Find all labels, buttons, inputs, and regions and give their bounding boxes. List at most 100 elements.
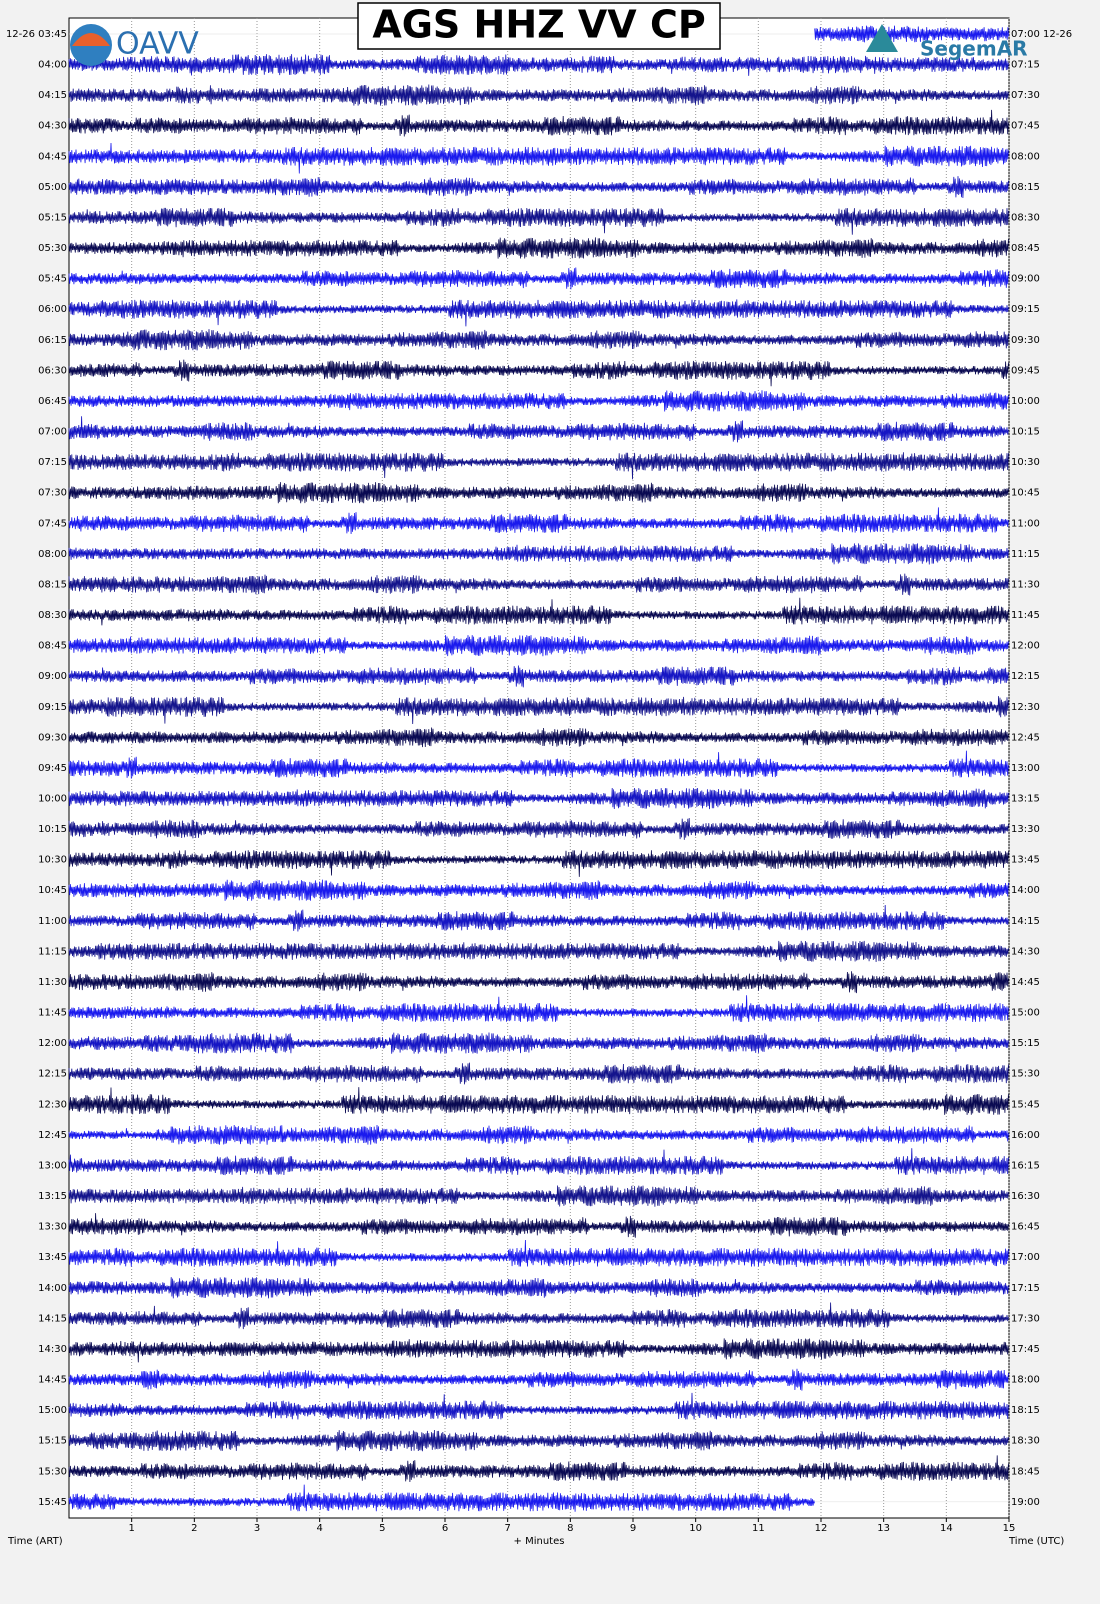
trace — [814, 25, 1009, 43]
row-label-left: 13:45 — [38, 1252, 67, 1263]
row-label-left: 05:30 — [38, 243, 67, 254]
row-label-right: 18:30 — [1011, 1436, 1040, 1447]
title-box — [357, 2, 721, 50]
trace — [68, 1429, 1009, 1452]
x-tick-label: 1 — [128, 1523, 134, 1534]
trace — [68, 1062, 1009, 1085]
x-tick-label: 9 — [630, 1523, 636, 1534]
trace — [68, 482, 1009, 504]
trace — [68, 573, 1009, 596]
trace — [68, 971, 1009, 994]
row-label-left: 12-26 03:45 — [6, 29, 67, 40]
logo-segemar: SegemAR — [866, 24, 1028, 61]
row-label-right: 07:45 — [1011, 121, 1040, 132]
trace — [68, 329, 1009, 351]
row-label-left: 07:30 — [38, 488, 67, 499]
row-label-right: 10:45 — [1011, 488, 1040, 499]
trace — [68, 267, 1009, 290]
trace — [68, 879, 1009, 901]
row-label-left: 05:45 — [38, 274, 67, 285]
row-label-left: 10:00 — [38, 794, 67, 805]
trace — [68, 750, 1009, 779]
row-label-right: 18:00 — [1011, 1375, 1040, 1386]
row-label-right: 12:30 — [1011, 702, 1040, 713]
trace — [68, 1087, 1009, 1115]
trace — [68, 1484, 815, 1512]
trace — [68, 995, 1009, 1023]
trace — [68, 665, 1009, 688]
row-label-right: 13:45 — [1011, 855, 1040, 866]
row-label-right: 19:00 — [1011, 1497, 1040, 1508]
row-label-right: 15:45 — [1011, 1099, 1040, 1110]
row-label-left: 11:00 — [38, 916, 67, 927]
trace — [68, 109, 1009, 137]
row-label-right: 16:00 — [1011, 1130, 1040, 1141]
row-label-left: 08:30 — [38, 610, 67, 621]
row-label-right: 15:30 — [1011, 1069, 1040, 1080]
row-label-right: 10:15 — [1011, 427, 1040, 438]
row-label-left: 05:15 — [38, 212, 67, 223]
x-tick-label: 10 — [689, 1523, 702, 1534]
row-label-left: 14:30 — [38, 1344, 67, 1355]
row-label-left: 06:45 — [38, 396, 67, 407]
x-tick-label: 14 — [940, 1523, 953, 1534]
row-label-left: 14:45 — [38, 1375, 67, 1386]
logo-text: OAVV — [116, 27, 199, 62]
x-tick-label: 2 — [191, 1523, 197, 1534]
row-label-left: 14:00 — [38, 1283, 67, 1294]
row-label-right: 14:15 — [1011, 916, 1040, 927]
row-label-left: 04:45 — [38, 151, 67, 162]
trace — [68, 543, 1009, 565]
row-label-right: 11:15 — [1011, 549, 1040, 560]
trace — [68, 904, 1009, 932]
row-label-right: 17:45 — [1011, 1344, 1040, 1355]
row-label-right: 13:15 — [1011, 794, 1040, 805]
trace — [68, 1368, 1009, 1391]
row-label-left: 15:00 — [38, 1405, 67, 1416]
row-label-left: 06:15 — [38, 335, 67, 346]
trace — [68, 53, 1009, 76]
x-tick-label: 11 — [752, 1523, 765, 1534]
row-label-right: 11:45 — [1011, 610, 1040, 621]
trace — [68, 299, 1009, 327]
trace — [68, 142, 1009, 174]
row-label-right: 07:00 12-26 — [1011, 29, 1072, 40]
logo-icon — [866, 24, 898, 52]
chart-title: AGS HHZ VV CP — [372, 3, 705, 47]
trace — [68, 1213, 1009, 1238]
x-tick-label: 3 — [254, 1523, 260, 1534]
right-axis-label: Time (UTC) — [1008, 1536, 1064, 1547]
row-label-right: 09:15 — [1011, 304, 1040, 315]
row-label-right: 16:30 — [1011, 1191, 1040, 1202]
x-tick-label: 8 — [567, 1523, 573, 1534]
row-label-left: 07:15 — [38, 457, 67, 468]
trace — [68, 207, 1009, 235]
row-label-left: 09:45 — [38, 763, 67, 774]
row-label-right: 12:45 — [1011, 732, 1040, 743]
x-tick-label: 12 — [815, 1523, 828, 1534]
trace — [68, 416, 1009, 443]
row-label-right: 16:45 — [1011, 1222, 1040, 1233]
row-label-right: 12:00 — [1011, 641, 1040, 652]
trace — [68, 507, 1009, 535]
trace — [68, 84, 1009, 106]
trace — [68, 787, 1009, 810]
trace — [68, 237, 1009, 259]
trace — [68, 727, 1009, 748]
row-label-left: 04:30 — [38, 121, 67, 132]
trace — [68, 176, 1009, 199]
row-label-left: 08:15 — [38, 579, 67, 590]
trace — [68, 635, 1009, 657]
row-label-right: 08:45 — [1011, 243, 1040, 254]
row-label-right: 09:45 — [1011, 365, 1040, 376]
trace — [68, 1124, 1009, 1145]
logo-icon — [72, 33, 110, 46]
trace — [68, 817, 1009, 840]
row-label-right: 11:00 — [1011, 518, 1040, 529]
row-label-right: 17:30 — [1011, 1313, 1040, 1324]
trace — [68, 1148, 1009, 1176]
row-label-left: 12:00 — [38, 1038, 67, 1049]
row-label-right: 17:15 — [1011, 1283, 1040, 1294]
